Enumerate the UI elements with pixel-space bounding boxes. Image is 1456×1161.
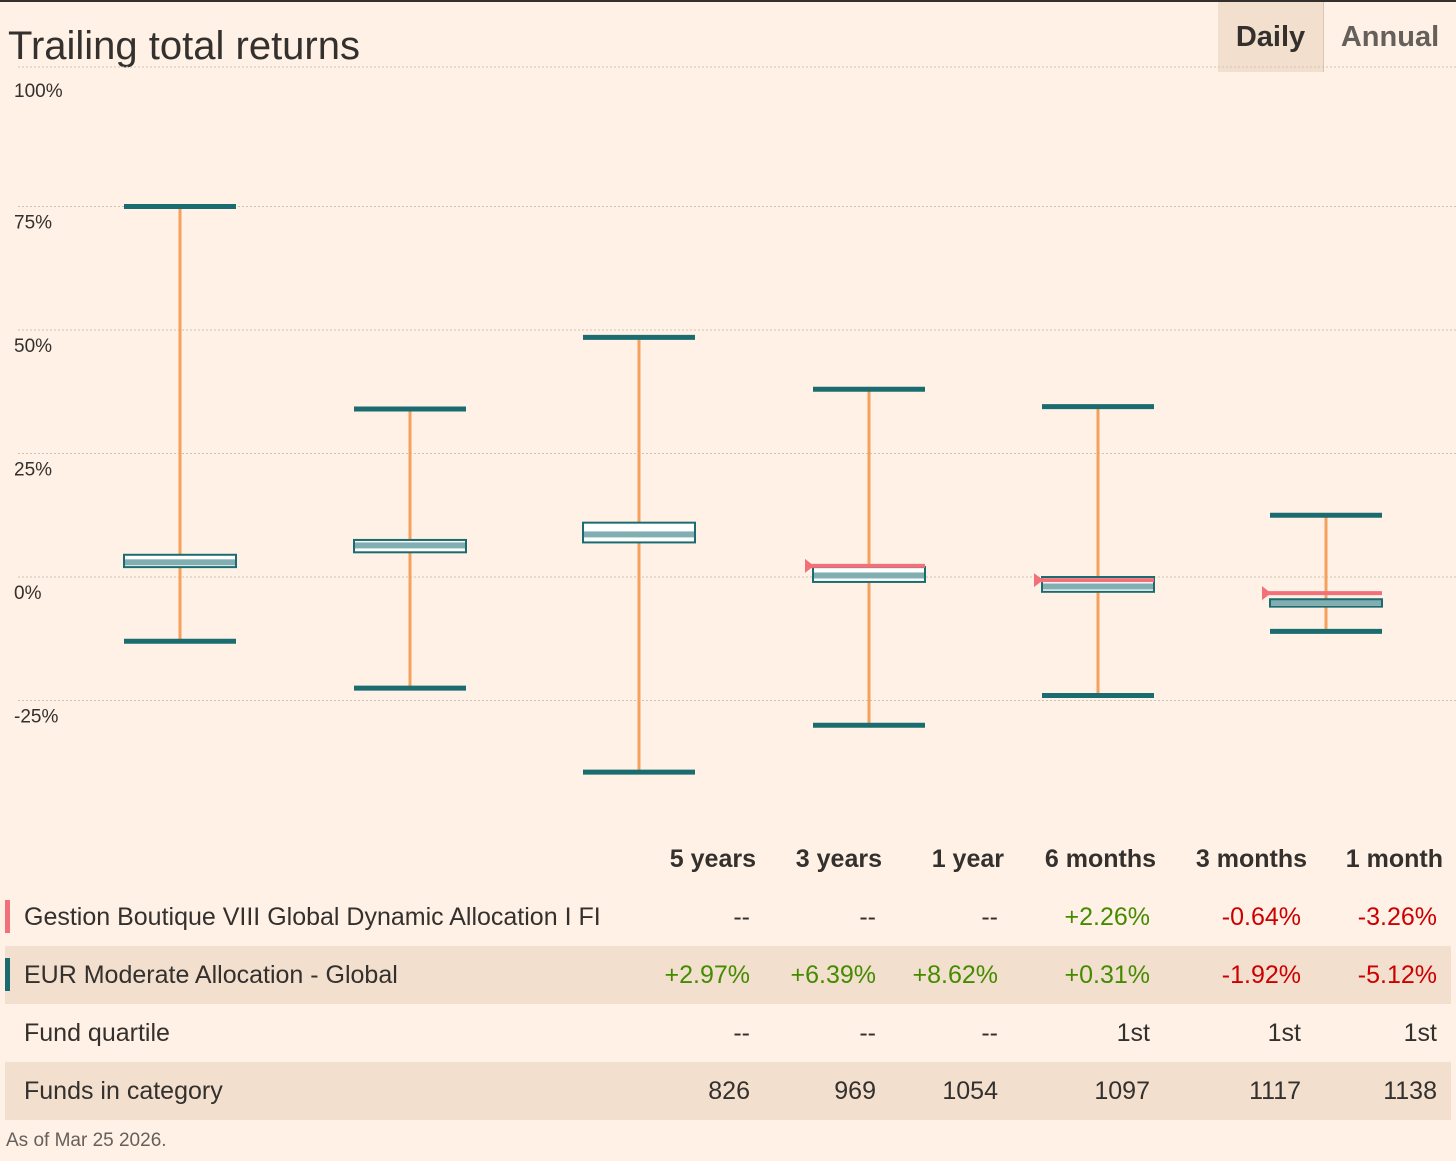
table-cell: 969 xyxy=(834,1077,876,1105)
returns-table: 5 years 3 years 1 year 6 months 3 months 1 mo… xyxy=(5,830,1451,1120)
y-tick-label: 75% xyxy=(14,213,52,234)
table-cell: 1138 xyxy=(1383,1077,1437,1105)
series-color-marker xyxy=(5,958,10,991)
row-label: Funds in category xyxy=(24,1077,223,1105)
column-header: 1 month xyxy=(1345,845,1443,873)
row-label: EUR Moderate Allocation - Global xyxy=(24,961,398,989)
toggle-annual-button[interactable]: Annual xyxy=(1340,21,1440,53)
category-average-mark xyxy=(813,572,925,579)
table-cell: 1117 xyxy=(1249,1077,1301,1105)
table-row-funds-count: Funds in category 826 969 1054 1097 1117 1138 xyxy=(5,1062,1451,1120)
table-cell: 1097 xyxy=(1094,1077,1150,1105)
y-tick-label: 100% xyxy=(14,81,63,102)
as-of-footnote: As of Mar 25 2026. xyxy=(6,1130,167,1151)
table-header-row: 5 years 3 years 1 year 6 months 3 months 1 mo… xyxy=(5,830,1451,888)
y-tick-label: -25% xyxy=(14,707,58,728)
table-cell: -- xyxy=(733,1019,750,1047)
column-header: 5 years xyxy=(669,845,756,873)
table-cell: 1st xyxy=(1267,1019,1301,1047)
y-tick-label: 0% xyxy=(14,583,42,604)
y-tick-label: 50% xyxy=(14,336,52,357)
category-average-mark xyxy=(583,531,695,538)
table-cell: -3.26% xyxy=(1357,903,1437,931)
y-tick-label: 25% xyxy=(14,460,52,481)
table-cell: -- xyxy=(859,1019,876,1047)
top-rule xyxy=(0,0,1456,2)
category-average-mark xyxy=(354,542,466,549)
table-cell: -0.64% xyxy=(1221,903,1301,931)
table-cell: +8.62% xyxy=(912,961,999,989)
series-color-marker xyxy=(5,900,10,933)
table-row-fund: Gestion Boutique VIII Global Dynamic All… xyxy=(5,888,1451,946)
table-cell: 1st xyxy=(1403,1019,1437,1047)
table-cell: 826 xyxy=(708,1077,750,1105)
table-cell: +2.97% xyxy=(664,961,751,989)
table-cell: 1st xyxy=(1116,1019,1150,1047)
table-cell: -5.12% xyxy=(1357,961,1437,989)
table-row-category: EUR Moderate Allocation - Global +2.97% +6… xyxy=(5,946,1451,1004)
table-cell: -- xyxy=(733,903,750,931)
returns-range-chart: 100% 75% 50% 25% 0% -25% xyxy=(14,66,1456,775)
table-cell: +6.39% xyxy=(790,961,877,989)
period-toggle: Daily Annual xyxy=(1218,2,1456,72)
table-cell: +0.31% xyxy=(1064,961,1151,989)
table-cell: -- xyxy=(981,903,998,931)
row-label: Gestion Boutique VIII Global Dynamic All… xyxy=(24,903,601,931)
row-label: Fund quartile xyxy=(24,1019,170,1047)
table-cell: +2.26% xyxy=(1064,903,1151,931)
fund-arrow-marker xyxy=(805,558,814,573)
table-cell: -- xyxy=(981,1019,998,1047)
category-average-mark xyxy=(124,559,236,566)
fund-arrow-marker xyxy=(1262,586,1271,601)
table-cell: -- xyxy=(859,903,876,931)
toggle-daily-button[interactable]: Daily xyxy=(1218,2,1324,72)
table-cell: -1.92% xyxy=(1221,961,1301,989)
table-cell: 1054 xyxy=(942,1077,998,1105)
chart-title: Trailing total returns xyxy=(8,24,360,68)
fund-arrow-marker xyxy=(1034,573,1043,588)
column-header: 1 year xyxy=(931,845,1004,873)
column-header: 3 years xyxy=(795,845,882,873)
table-row-quartile: Fund quartile -- -- -- 1st 1st 1st xyxy=(5,1004,1451,1062)
category-average-mark xyxy=(1270,599,1382,606)
column-header: 3 months xyxy=(1195,845,1307,873)
category-average-mark xyxy=(1042,583,1154,590)
column-header: 6 months xyxy=(1044,845,1156,873)
